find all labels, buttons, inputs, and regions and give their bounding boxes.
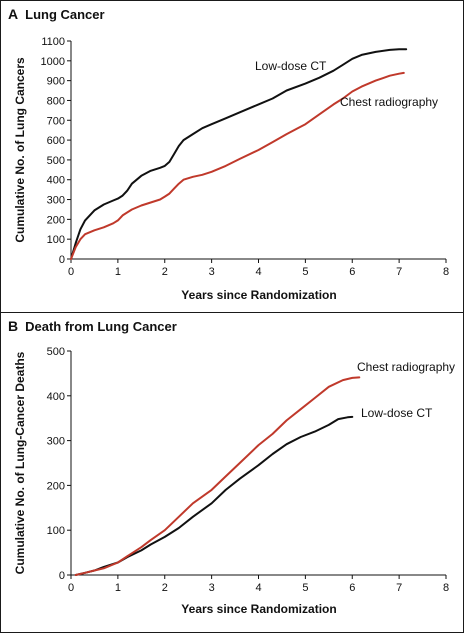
chart-a-y-tick-label: 700	[47, 115, 65, 127]
chart-b-annotation-ct: Low-dose CT	[361, 406, 433, 420]
chart-a-line-chest-radiography	[70, 71, 405, 260]
chart-b-x-tick-label: 5	[302, 582, 308, 594]
chart-b-y-tick-label: 0	[59, 570, 65, 582]
chart-a-annotation-ct: Low-dose CT	[255, 59, 327, 73]
chart-b-line-low-dose-ct	[74, 415, 354, 576]
chart-b-axes: 0 100 200 300 400 500 0 1 2 3 4 5 6 7 8	[47, 346, 449, 594]
chart-b-x-tick-label: 6	[349, 582, 355, 594]
chart-a-y-tick-label: 900	[47, 76, 65, 88]
chart-a-axes: 0 100 200 300 400 500 600 700 800 900 1000 1100 0 1 2 3…	[41, 36, 450, 278]
chart-b-ylabel: Cumulative No. of Lung-Cancer Deaths	[13, 351, 27, 574]
chart-a-y-tick-label: 1100	[41, 36, 65, 48]
chart-b-x-tick-label: 3	[209, 582, 215, 594]
chart-a-x-tick-label: 7	[396, 266, 402, 278]
chart-a-x-tick-label: 8	[443, 266, 449, 278]
chart-a-xlabel: Years since Randomization	[181, 288, 336, 302]
chart-b-x-tick-label: 4	[255, 582, 261, 594]
chart-a-y-tick-label: 400	[47, 175, 65, 187]
chart-b-y-tick-label: 300	[47, 436, 65, 448]
chart-b-y-tick-label: 200	[47, 480, 65, 492]
chart-b-x-tick-label: 2	[162, 582, 168, 594]
panel-a: 0 100 200 300 400 500 600 700 800 900 1000 1100 0 1 2 3…	[1, 1, 463, 312]
chart-b-x-tick-label: 7	[396, 582, 402, 594]
chart-b-xlabel: Years since Randomization	[181, 602, 336, 616]
chart-a-ylabel: Cumulative No. of Lung Cancers	[13, 57, 27, 243]
panel-divider	[1, 312, 463, 313]
chart-a-x-tick-label: 2	[162, 266, 168, 278]
chart-a-x-tick-label: 1	[115, 266, 121, 278]
chart-b-series	[74, 376, 361, 576]
chart-b-x-tick-label: 0	[68, 582, 74, 594]
chart-b-y-tick-label: 100	[47, 525, 65, 537]
chart-b-line-chest-radiography	[74, 376, 361, 576]
chart-a-y-tick-label: 500	[47, 155, 65, 167]
chart-a-y-tick-label: 100	[47, 234, 65, 246]
panel-b-letter: B	[8, 318, 19, 334]
panel-a-letter: A	[8, 6, 19, 22]
chart-b-y-tick-label: 400	[47, 391, 65, 403]
panel-b-title: B Death from Lung Cancer	[8, 318, 177, 334]
chart-b-annotation-radiography: Chest radiography	[357, 360, 455, 374]
panel-b: 0 100 200 300 400 500 0 1 2 3 4 5 6 7 8 Chest radiogra…	[1, 313, 463, 632]
chart-b-svg: 0 100 200 300 400 500 0 1 2 3 4 5 6 7 8 Chest radiogra…	[13, 346, 455, 616]
chart-a-x-tick-label: 4	[255, 266, 261, 278]
chart-b-y-tick-label: 500	[47, 346, 65, 358]
panel-b-title-text: Death from Lung Cancer	[25, 319, 177, 334]
panel-a-title: A Lung Cancer	[8, 6, 105, 22]
chart-a-line-low-dose-ct	[70, 48, 408, 260]
chart-a-svg: 0 100 200 300 400 500 600 700 800 900 1000 1100 0 1 2 3…	[13, 36, 450, 302]
chart-a-x-tick-label: 0	[68, 266, 74, 278]
chart-a-x-tick-label: 3	[209, 266, 215, 278]
chart-a-y-tick-label: 800	[47, 95, 65, 107]
chart-a-x-tick-label: 6	[349, 266, 355, 278]
chart-a-x-tick-label: 5	[302, 266, 308, 278]
chart-a-y-tick-label: 600	[47, 135, 65, 147]
chart-a-series	[70, 48, 408, 260]
chart-b-x-tick-label: 1	[115, 582, 121, 594]
panel-a-title-text: Lung Cancer	[25, 7, 105, 22]
chart-a-y-tick-label: 0	[59, 254, 65, 266]
chart-b-x-tick-label: 8	[443, 582, 449, 594]
chart-a-y-tick-label: 300	[47, 195, 65, 207]
chart-a-y-tick-label: 200	[47, 214, 65, 226]
chart-a-annotation-radiography: Chest radiography	[340, 95, 438, 109]
chart-a-y-tick-label: 1000	[41, 56, 65, 68]
